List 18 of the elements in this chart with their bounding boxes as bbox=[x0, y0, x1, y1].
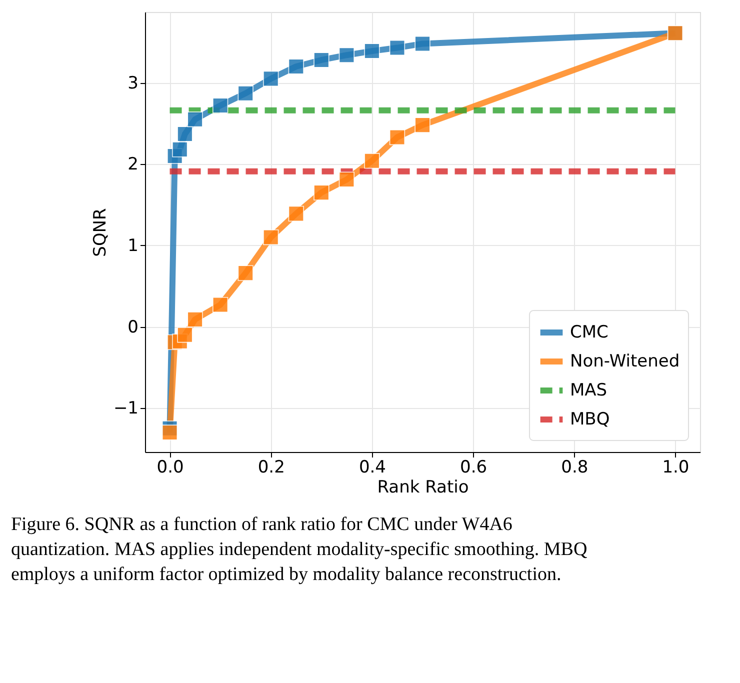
x-tick-label: 1.0 bbox=[662, 458, 690, 478]
legend-label: CMC bbox=[570, 322, 608, 342]
caption: Figure 6. SQNR as a function of rank ratio for CMC under W4A6 quantization. MAS applies independent modality-specific smoothing. MBQ employs a uniform factor optimized by modality balance reconstruction. bbox=[10, 514, 588, 585]
legend-label: Non-Witened bbox=[570, 352, 680, 372]
x-tick-label: 0.8 bbox=[561, 458, 588, 478]
x-axis-title: Rank Ratio bbox=[377, 478, 469, 498]
y-tick-label: 1 bbox=[128, 236, 138, 256]
x-tick-label: 0.4 bbox=[358, 458, 386, 478]
x-tick-label: 0.0 bbox=[156, 458, 184, 478]
y-tick-label: 2 bbox=[128, 154, 138, 175]
x-tick-label: 0.2 bbox=[258, 458, 285, 478]
legend-label: MBQ bbox=[570, 410, 610, 430]
x-tick-label: 0.6 bbox=[460, 458, 488, 478]
y-tick-label: 0 bbox=[128, 317, 138, 338]
y-tick-label: 3 bbox=[128, 73, 138, 94]
y-axis-title: SQNR bbox=[90, 208, 110, 257]
legend-label: MAS bbox=[570, 380, 608, 400]
y-tick-label: −1 bbox=[113, 398, 138, 419]
